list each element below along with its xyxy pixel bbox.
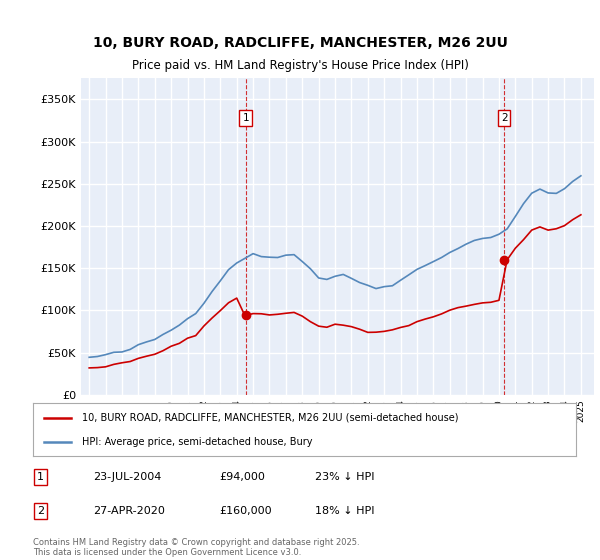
Text: Contains HM Land Registry data © Crown copyright and database right 2025.
This d: Contains HM Land Registry data © Crown c…: [33, 538, 359, 557]
Text: 10, BURY ROAD, RADCLIFFE, MANCHESTER, M26 2UU: 10, BURY ROAD, RADCLIFFE, MANCHESTER, M2…: [92, 36, 508, 50]
Text: 23% ↓ HPI: 23% ↓ HPI: [315, 472, 374, 482]
Text: HPI: Average price, semi-detached house, Bury: HPI: Average price, semi-detached house,…: [82, 437, 313, 447]
Text: 23-JUL-2004: 23-JUL-2004: [93, 472, 161, 482]
Text: 2: 2: [37, 506, 44, 516]
Text: £160,000: £160,000: [219, 506, 272, 516]
Text: 27-APR-2020: 27-APR-2020: [93, 506, 165, 516]
Text: 1: 1: [37, 472, 44, 482]
Text: 1: 1: [242, 113, 249, 123]
Text: Price paid vs. HM Land Registry's House Price Index (HPI): Price paid vs. HM Land Registry's House …: [131, 59, 469, 72]
Text: 18% ↓ HPI: 18% ↓ HPI: [315, 506, 374, 516]
Text: 2: 2: [501, 113, 508, 123]
Text: 10, BURY ROAD, RADCLIFFE, MANCHESTER, M26 2UU (semi-detached house): 10, BURY ROAD, RADCLIFFE, MANCHESTER, M2…: [82, 413, 458, 423]
Text: £94,000: £94,000: [219, 472, 265, 482]
